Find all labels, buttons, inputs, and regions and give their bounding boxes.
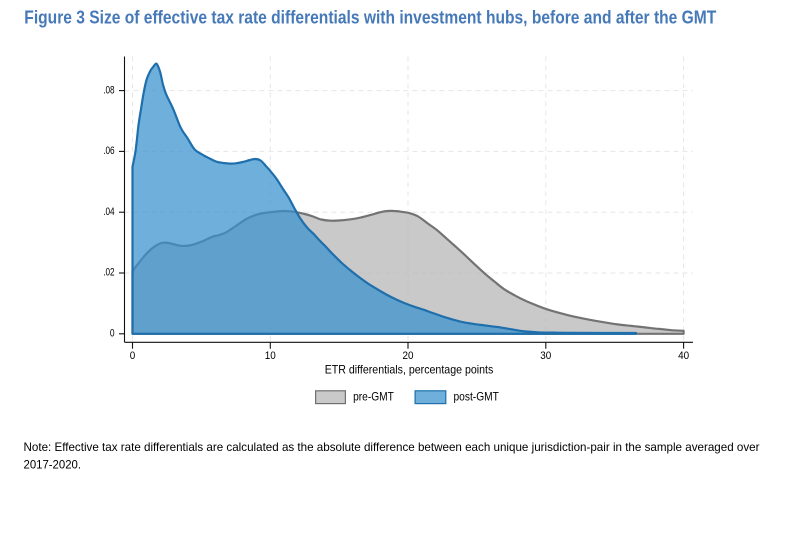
svg-text:ETR differentials, percentage: ETR differentials, percentage points: [325, 364, 494, 377]
svg-text:30: 30: [540, 350, 551, 362]
svg-text:Note: Effective tax rate diffe: Note: Effective tax rate differentials a…: [24, 440, 760, 454]
svg-text:0: 0: [110, 328, 115, 340]
svg-text:.02: .02: [103, 267, 114, 279]
svg-text:0: 0: [130, 350, 136, 362]
svg-text:2017-2020.: 2017-2020.: [24, 458, 82, 472]
svg-text:20: 20: [403, 350, 414, 362]
svg-text:.08: .08: [103, 84, 114, 96]
svg-text:.06: .06: [103, 145, 114, 157]
svg-text:10: 10: [265, 350, 276, 362]
svg-text:40: 40: [678, 350, 689, 362]
svg-text:.04: .04: [103, 206, 114, 218]
svg-text:post-GMT: post-GMT: [454, 390, 499, 403]
svg-text:pre-GMT: pre-GMT: [353, 390, 394, 403]
svg-text:Figure 3 Size of effective tax: Figure 3 Size of effective tax rate diff…: [24, 7, 717, 28]
